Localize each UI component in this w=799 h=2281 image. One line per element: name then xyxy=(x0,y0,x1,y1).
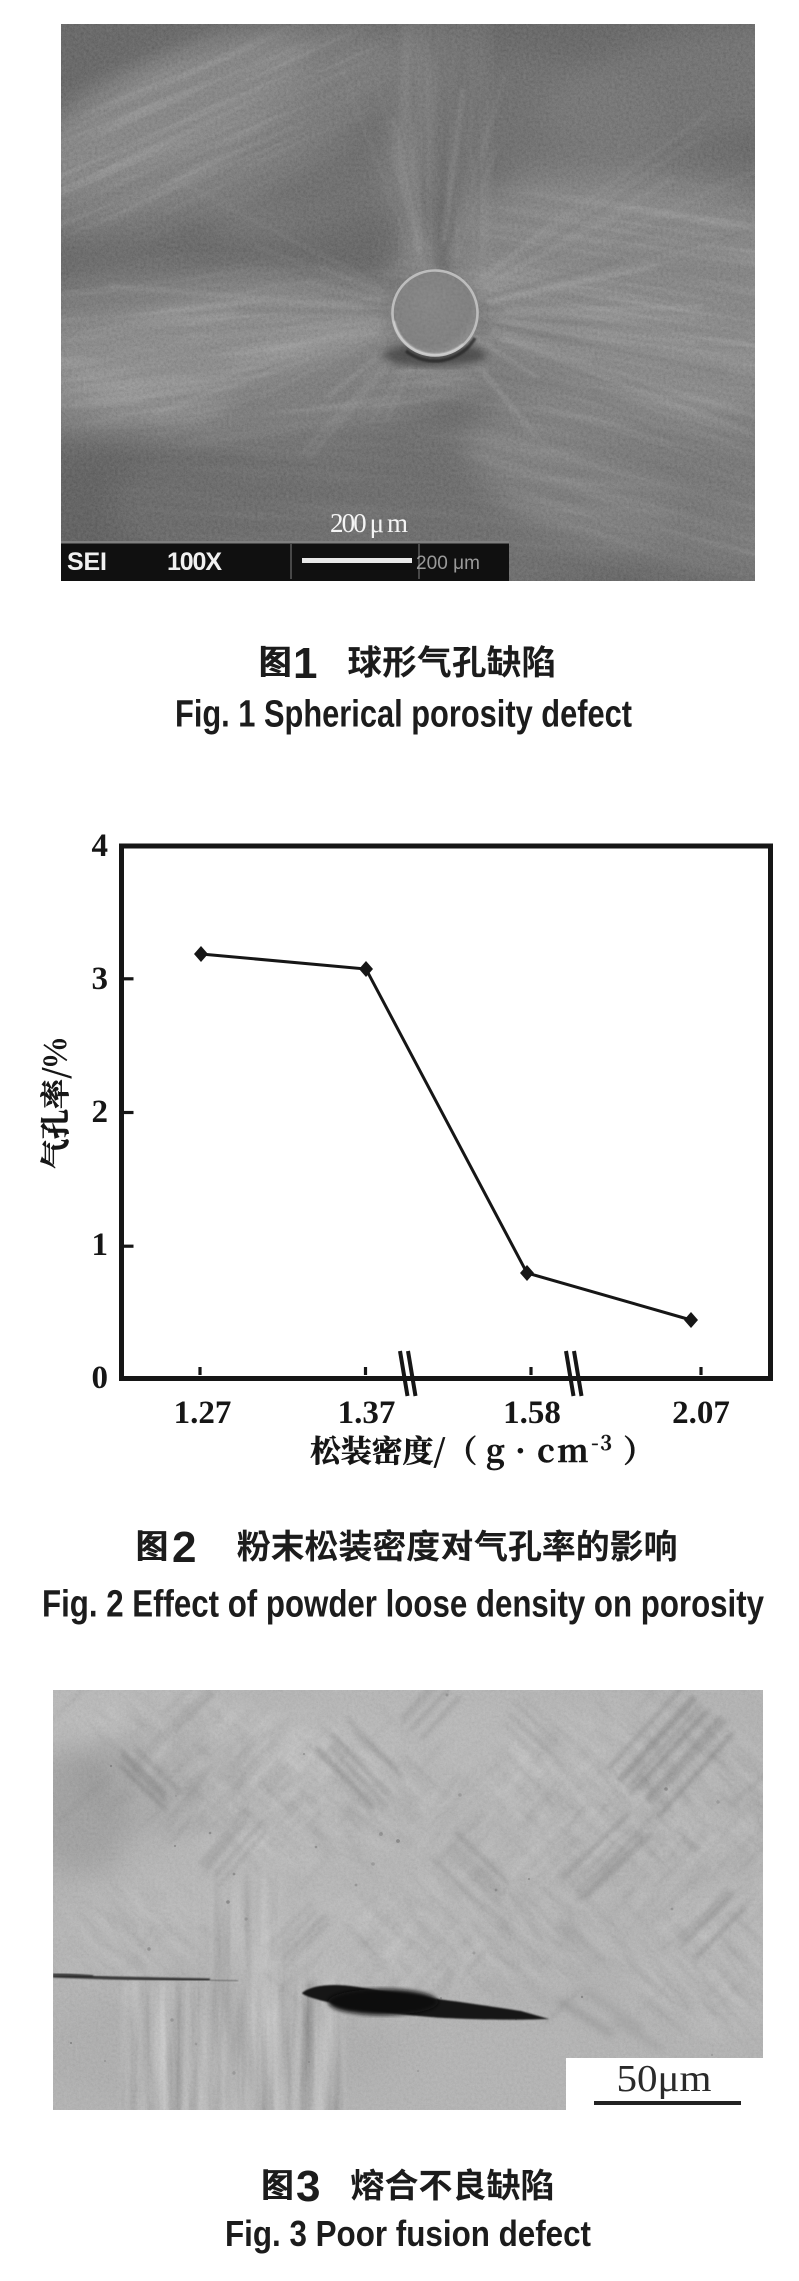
svg-text:200 μ m: 200 μ m xyxy=(330,508,408,538)
svg-text:SEI: SEI xyxy=(67,548,107,576)
svg-text:2: 2 xyxy=(92,1094,109,1130)
svg-text:3: 3 xyxy=(296,2162,320,2211)
svg-text:1.37: 1.37 xyxy=(338,1395,396,1431)
svg-text:1.58: 1.58 xyxy=(503,1395,561,1431)
svg-text:Fig. 1 Spherical porosity defe: Fig. 1 Spherical porosity defect xyxy=(175,694,632,736)
svg-text:4: 4 xyxy=(92,828,109,864)
svg-text:Fig. 2 Effect of powder loose: Fig. 2 Effect of powder loose density on… xyxy=(42,1584,764,1626)
svg-text:0: 0 xyxy=(92,1360,109,1396)
svg-text:1.27: 1.27 xyxy=(174,1395,232,1431)
svg-text:50μm: 50μm xyxy=(617,2058,712,2100)
svg-text:Fig. 3 Poor fusion defect: Fig. 3 Poor fusion defect xyxy=(225,2213,591,2254)
svg-text:2.07: 2.07 xyxy=(672,1395,730,1431)
svg-text:100X: 100X xyxy=(167,548,222,576)
svg-text:200 μm: 200 μm xyxy=(416,553,480,574)
svg-text:2: 2 xyxy=(172,1523,196,1572)
svg-text:3: 3 xyxy=(92,961,109,997)
svg-text:1: 1 xyxy=(293,639,317,688)
svg-text:1: 1 xyxy=(92,1227,109,1263)
